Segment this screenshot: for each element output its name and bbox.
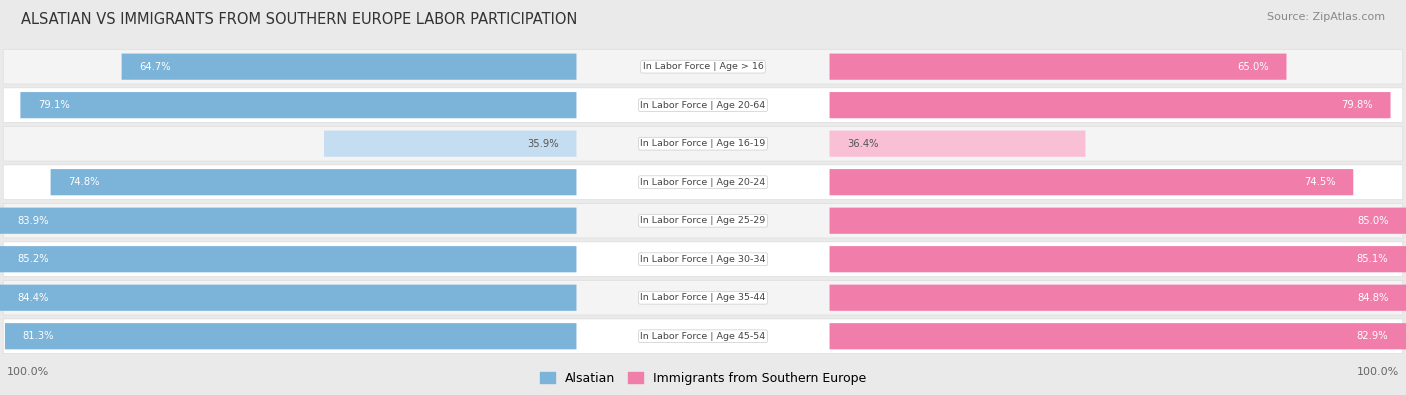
FancyBboxPatch shape [830, 246, 1406, 272]
FancyBboxPatch shape [3, 280, 1403, 315]
Text: In Labor Force | Age 16-19: In Labor Force | Age 16-19 [640, 139, 766, 148]
Text: 74.5%: 74.5% [1305, 177, 1336, 187]
FancyBboxPatch shape [323, 131, 576, 157]
FancyBboxPatch shape [121, 54, 576, 80]
FancyBboxPatch shape [21, 92, 576, 118]
Text: In Labor Force | Age 45-54: In Labor Force | Age 45-54 [640, 332, 766, 341]
Text: 100.0%: 100.0% [1357, 367, 1399, 377]
Text: In Labor Force | Age 25-29: In Labor Force | Age 25-29 [640, 216, 766, 225]
FancyBboxPatch shape [0, 246, 576, 272]
FancyBboxPatch shape [830, 169, 1354, 195]
Text: 85.1%: 85.1% [1357, 254, 1389, 264]
Text: 84.4%: 84.4% [17, 293, 49, 303]
FancyBboxPatch shape [6, 323, 576, 349]
Text: In Labor Force | Age 35-44: In Labor Force | Age 35-44 [640, 293, 766, 302]
FancyBboxPatch shape [830, 92, 1391, 118]
Text: 100.0%: 100.0% [7, 367, 49, 377]
Text: In Labor Force | Age 20-24: In Labor Force | Age 20-24 [640, 178, 766, 187]
FancyBboxPatch shape [830, 131, 1085, 157]
FancyBboxPatch shape [3, 126, 1403, 161]
Legend: Alsatian, Immigrants from Southern Europe: Alsatian, Immigrants from Southern Europ… [540, 372, 866, 385]
Text: 35.9%: 35.9% [527, 139, 560, 149]
FancyBboxPatch shape [830, 54, 1286, 80]
Text: In Labor Force | Age 30-34: In Labor Force | Age 30-34 [640, 255, 766, 264]
Text: 79.1%: 79.1% [38, 100, 70, 110]
FancyBboxPatch shape [3, 242, 1403, 276]
FancyBboxPatch shape [830, 208, 1406, 234]
FancyBboxPatch shape [3, 165, 1403, 199]
Text: 85.0%: 85.0% [1357, 216, 1389, 226]
Text: 74.8%: 74.8% [69, 177, 100, 187]
Text: In Labor Force | Age 20-64: In Labor Force | Age 20-64 [640, 101, 766, 110]
FancyBboxPatch shape [3, 319, 1403, 354]
FancyBboxPatch shape [830, 323, 1406, 349]
FancyBboxPatch shape [0, 208, 576, 234]
Text: 83.9%: 83.9% [17, 216, 49, 226]
Text: 65.0%: 65.0% [1237, 62, 1268, 71]
FancyBboxPatch shape [51, 169, 576, 195]
FancyBboxPatch shape [3, 88, 1403, 122]
Text: 36.4%: 36.4% [846, 139, 879, 149]
FancyBboxPatch shape [3, 203, 1403, 238]
Text: 82.9%: 82.9% [1357, 331, 1389, 341]
Text: ALSATIAN VS IMMIGRANTS FROM SOUTHERN EUROPE LABOR PARTICIPATION: ALSATIAN VS IMMIGRANTS FROM SOUTHERN EUR… [21, 12, 578, 27]
Text: 79.8%: 79.8% [1341, 100, 1372, 110]
FancyBboxPatch shape [830, 285, 1406, 311]
Text: 81.3%: 81.3% [22, 331, 53, 341]
FancyBboxPatch shape [0, 285, 576, 311]
Text: 85.2%: 85.2% [17, 254, 49, 264]
Text: Source: ZipAtlas.com: Source: ZipAtlas.com [1267, 12, 1385, 22]
Text: In Labor Force | Age > 16: In Labor Force | Age > 16 [643, 62, 763, 71]
FancyBboxPatch shape [3, 49, 1403, 84]
Text: 84.8%: 84.8% [1357, 293, 1389, 303]
Text: 64.7%: 64.7% [139, 62, 170, 71]
